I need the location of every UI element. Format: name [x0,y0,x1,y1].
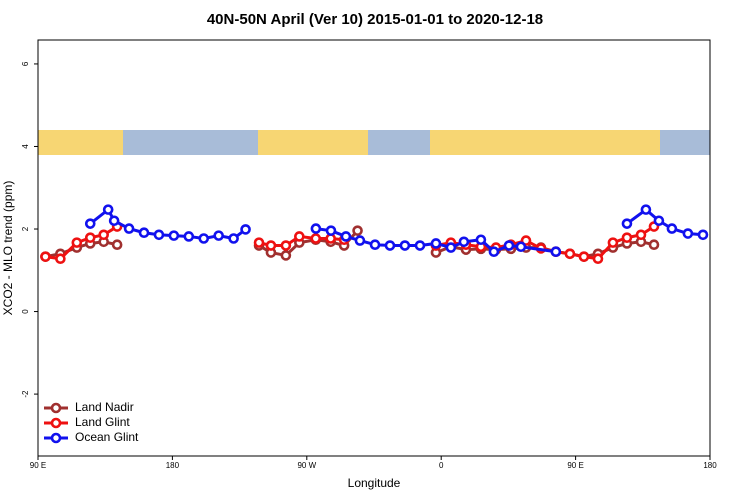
data-point [352,225,363,236]
data-point [458,236,470,248]
x-tick-label: 180 [703,461,717,470]
data-point [294,231,305,242]
data-point [183,231,195,242]
legend-label: Ocean Glint [75,430,139,444]
data-point [213,230,224,241]
data-point [138,227,150,239]
legend-marker [50,432,62,444]
series [40,221,660,265]
data-point [414,240,426,251]
data-point [168,230,180,241]
data-point [648,239,660,250]
x-tick-label: 90 W [297,461,316,470]
data-point [310,223,322,234]
x-tick-label: 90 E [567,461,583,470]
data-point [503,240,515,251]
map-land [38,130,123,155]
data-point [578,251,590,262]
y-tick-label: 2 [21,226,30,231]
data-point [550,246,562,258]
data-point [430,238,442,249]
data-point [488,246,500,258]
data-point [310,233,322,244]
legend-label: Land Glint [75,415,130,429]
map-land [575,130,660,155]
data-point [666,223,678,234]
data-point [369,239,381,250]
data-point [621,232,633,243]
data-point [682,228,694,239]
x-tick-label: 90 E [30,461,46,470]
data-point [265,240,277,251]
data-point [153,229,165,241]
data-point [280,250,292,261]
data-point [399,240,411,251]
data-point [340,231,352,242]
data-point [325,225,337,236]
data-point [640,204,652,215]
data-point [621,218,633,229]
data-point [228,233,239,244]
chart-title: 40N-50N April (Ver 10) 2015-01-01 to 202… [207,11,543,28]
data-point [354,235,366,246]
data-point [40,251,51,262]
plot-frame [37,39,711,457]
x-axis-label: Longitude [348,476,401,490]
data-point [653,215,665,227]
data-point [108,215,120,227]
data-point [84,218,96,229]
data-point [515,241,527,253]
data-point [102,204,114,215]
y-tick-label: 0 [21,309,30,314]
data-point [98,229,110,241]
y-tick-label: 4 [21,144,30,149]
data-point [384,240,396,251]
data-point [71,237,83,248]
data-point [445,242,457,253]
y-tick-label: -2 [21,390,30,398]
map-land [258,130,368,155]
data-point [198,233,210,244]
data-point [253,237,265,248]
legend-marker [50,402,62,414]
data-point [475,234,487,246]
data-point [111,239,123,250]
data-point [280,240,292,251]
data-point [55,253,66,265]
y-tick-label: 6 [21,61,30,66]
data-point [635,229,647,241]
data-point [592,253,604,265]
data-point [697,229,709,241]
data-point [240,224,251,235]
series [84,204,709,258]
y-axis-label: XCO2 - MLO trend (ppm) [1,181,15,316]
map-land [430,130,580,155]
data-point [564,248,576,260]
data-point [123,223,135,234]
legend-marker [50,417,62,429]
map-strip [38,130,710,155]
x-tick-label: 180 [166,461,180,470]
data-point [84,232,96,243]
legend-label: Land Nadir [75,400,134,414]
x-tick-label: 0 [439,461,444,470]
data-point [607,237,619,248]
